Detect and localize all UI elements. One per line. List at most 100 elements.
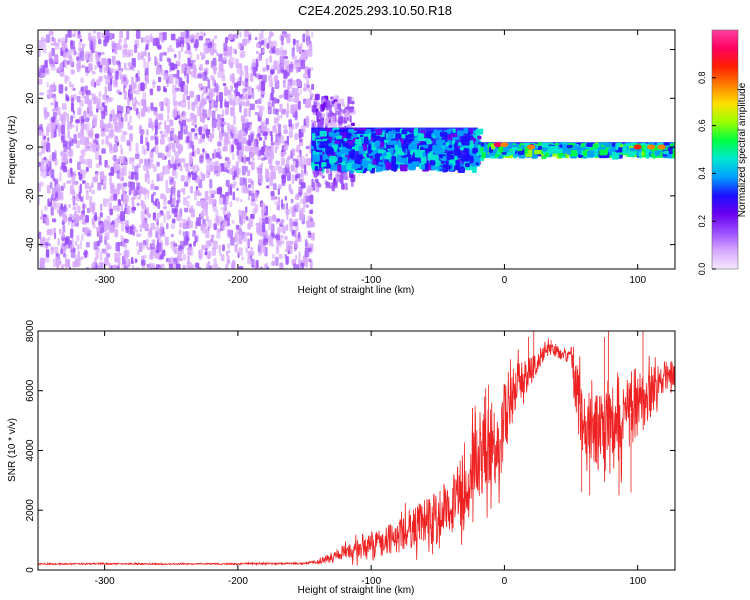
- spectrogram-cell: [42, 214, 47, 218]
- spectrogram-cell: [112, 33, 115, 40]
- spectrogram-cell: [230, 45, 233, 51]
- spectrogram-cell: [156, 85, 161, 92]
- spectrogram-cell: [231, 165, 237, 172]
- spectrogram-cell: [268, 74, 273, 78]
- spectrogram-cell: [448, 144, 453, 149]
- spectrogram-cell: [250, 161, 255, 171]
- spectrogram-cell: [52, 258, 56, 268]
- spectrogram-cell: [193, 59, 197, 63]
- spectrogram-cell: [225, 250, 229, 257]
- spectrogram-cell: [239, 103, 242, 113]
- spectrogram-cell: [356, 133, 361, 138]
- spectrogram-cell: [64, 204, 67, 209]
- spectrogram-cell: [128, 49, 134, 57]
- spectrogram-cell: [367, 163, 372, 171]
- spectrogram-cell: [207, 250, 212, 257]
- spectrogram-cell: [310, 119, 314, 123]
- spectrogram-cell: [395, 141, 402, 146]
- spectrogram-cell: [132, 264, 135, 269]
- spectrogram-cell: [111, 156, 115, 161]
- spectrogram-cell: [475, 130, 481, 135]
- spectrogram-cell: [270, 92, 274, 101]
- spectrogram-hotspot: [633, 144, 642, 150]
- spectrogram-cell: [85, 90, 91, 96]
- spectrogram-cell: [296, 173, 301, 179]
- spectrogram-cell: [184, 30, 189, 39]
- spectrogram-cell: [102, 198, 108, 207]
- spectrogram-cell: [288, 130, 293, 138]
- spectrogram-cell: [477, 135, 482, 140]
- spectrogram-cell: [241, 144, 245, 152]
- spectrogram-cell: [173, 208, 177, 213]
- spectrogram-cell: [282, 125, 285, 129]
- spectrogram-cell: [309, 194, 314, 205]
- spectrogram-cell: [38, 151, 43, 157]
- spectrogram-cell: [105, 257, 109, 264]
- spectrogram-cell: [155, 66, 161, 75]
- spectrogram-cell: [96, 100, 100, 109]
- spectrogram-cell: [222, 206, 227, 216]
- spectrogram-cell: [314, 178, 319, 183]
- spectrogram-cell: [96, 31, 101, 39]
- spectrogram-cell: [342, 140, 346, 145]
- spectrogram-cell: [205, 153, 210, 160]
- spectrogram-cell: [67, 51, 70, 59]
- spectrogram-cell: [292, 221, 298, 227]
- spectrogram-cell: [238, 167, 241, 175]
- spectrogram-cell: [214, 35, 218, 40]
- spectrogram-cell: [80, 128, 84, 137]
- spectrogram-cell: [321, 161, 327, 167]
- spectrogram-cell: [106, 58, 109, 69]
- spectrogram-cell: [177, 109, 180, 118]
- spectrogram-cell: [309, 221, 314, 228]
- spectrogram-cell: [51, 108, 57, 112]
- spectrogram-cell: [141, 111, 145, 116]
- spectrogram-cell: [314, 165, 319, 172]
- spectrogram-cell: [337, 103, 342, 110]
- spectrogram-cell: [97, 38, 102, 45]
- spectrogram-cell: [157, 152, 163, 159]
- spectrogram-cell: [206, 164, 212, 173]
- spectrogram-cell: [204, 190, 209, 201]
- spectrogram-cell: [178, 130, 183, 140]
- spectrogram-cell: [377, 166, 384, 172]
- spectrogram-cell: [280, 35, 284, 46]
- spectrogram-cell: [113, 194, 118, 201]
- spectrogram-cell: [67, 217, 72, 222]
- spectrogram-cell: [129, 134, 133, 142]
- spectrogram-cell: [101, 148, 106, 154]
- spectrogram-cell: [172, 169, 176, 176]
- spectrogram-cell: [275, 256, 279, 266]
- spectrogram-cell: [116, 188, 121, 195]
- spectrogram-cell: [150, 102, 154, 109]
- spectrogram-cell: [67, 121, 70, 131]
- spectrogram-cell: [74, 241, 78, 246]
- spectrogram-cell: [201, 115, 206, 121]
- spectrogram-cell: [84, 182, 90, 190]
- spectrogram-cell: [187, 200, 190, 208]
- spectrogram-y-label: Frequency (Hz): [7, 116, 18, 185]
- spectrogram-cell: [88, 52, 93, 63]
- spectrogram-cell: [158, 101, 162, 108]
- spectrogram-cell: [452, 128, 456, 134]
- spectrogram-cell: [182, 231, 185, 237]
- spectrogram-cell: [266, 42, 270, 49]
- spectrogram-cell: [104, 98, 109, 104]
- spectrogram-cell: [333, 180, 338, 189]
- spectrogram-cell: [250, 246, 253, 251]
- spectrogram-cell: [168, 263, 174, 269]
- spectrogram-cell: [194, 236, 198, 243]
- spectrogram-cell: [282, 167, 287, 177]
- spectrogram-cell: [239, 76, 242, 82]
- spectrogram-cell: [141, 145, 145, 155]
- spectrogram-cell: [328, 143, 333, 147]
- spectrogram-cell: [119, 30, 123, 39]
- spectrogram-cell: [275, 160, 280, 166]
- spectrogram-cell: [247, 223, 251, 230]
- snr-x-tick-label: -200: [228, 576, 248, 587]
- spectrogram-cell: [566, 144, 573, 149]
- spectrogram-cell: [145, 35, 151, 44]
- spectrogram-cell: [201, 98, 207, 105]
- spectrogram-cell: [306, 84, 310, 89]
- spectrogram-cell: [172, 142, 176, 153]
